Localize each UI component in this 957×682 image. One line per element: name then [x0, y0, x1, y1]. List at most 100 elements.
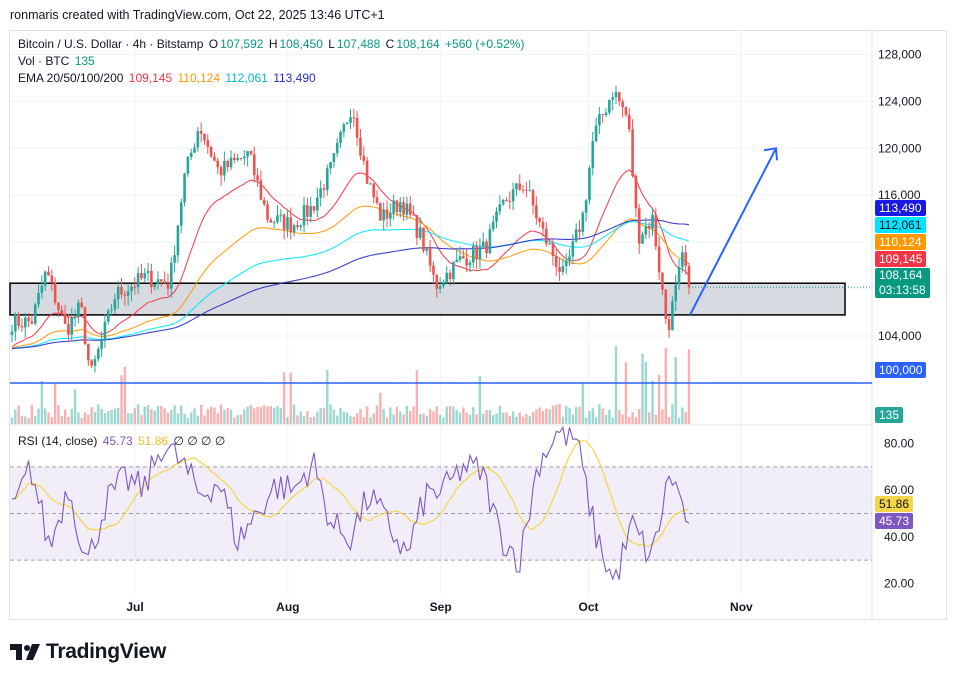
volume-bar: [67, 416, 70, 424]
candle-down: [627, 114, 631, 130]
candle-down: [269, 219, 273, 223]
volume-bar: [266, 406, 269, 424]
candle-up: [671, 301, 674, 331]
volume-bar: [505, 412, 508, 424]
volume-bar: [621, 414, 624, 424]
volume-bar: [488, 410, 492, 424]
candle-up: [193, 147, 196, 153]
volume-bar: [465, 412, 468, 424]
candle-down: [634, 176, 638, 209]
candle-up: [126, 291, 130, 296]
volume-bar: [395, 406, 399, 424]
volume-bar: [73, 389, 77, 424]
candle-down: [120, 286, 123, 295]
volume-bar: [130, 413, 133, 424]
volume-bar: [302, 416, 306, 424]
candle-down: [521, 189, 525, 191]
volume-bar: [153, 410, 156, 424]
volume-bar: [545, 408, 548, 424]
volume-bar: [289, 372, 292, 424]
candle-up: [325, 168, 329, 190]
time-tick-label: Oct: [579, 600, 599, 614]
ema20-value: 109,145: [128, 71, 173, 85]
rsi-ma-badge: 51.86: [875, 496, 914, 512]
volume-bar: [116, 407, 120, 424]
volume-bar: [472, 407, 475, 424]
volume-bar: [309, 417, 312, 424]
volume-bar: [259, 406, 263, 424]
candle-down: [465, 258, 468, 266]
volume-bar: [641, 353, 644, 424]
countdown-value: 03:13:58: [879, 283, 926, 297]
volume-bar: [110, 410, 113, 424]
candle-down: [415, 215, 419, 239]
candle-down: [199, 131, 203, 134]
volume-bar: [588, 410, 591, 424]
volume-bar: [77, 412, 80, 424]
volume-legend[interactable]: Vol · BTC 135: [18, 54, 97, 68]
volume-bar: [594, 417, 598, 424]
candle-up: [40, 285, 44, 294]
volume-bar: [674, 356, 677, 424]
volume-bar: [355, 413, 359, 424]
price-badge: 108,164 03:13:58: [875, 268, 930, 298]
rsi-legend[interactable]: RSI (14, close) 45.73 51.86 ∅ ∅ ∅ ∅: [18, 434, 227, 448]
volume-bar: [316, 411, 319, 424]
volume-bar: [236, 414, 239, 424]
volume-bar: [279, 407, 283, 424]
volume-bar: [193, 408, 196, 424]
candle-down: [123, 294, 127, 296]
candle-up: [584, 200, 588, 213]
candle-up: [10, 331, 14, 335]
volume-bar: [229, 409, 233, 424]
candle-up: [382, 209, 385, 221]
volume-bar: [329, 404, 332, 424]
volume-bar: [405, 405, 409, 424]
candle-up: [445, 272, 449, 283]
volume-bar: [336, 415, 339, 424]
candle-up: [106, 310, 110, 322]
volume-bar: [664, 347, 667, 424]
candle-down: [359, 137, 362, 156]
ema-label: EMA 20/50/100/200: [18, 71, 124, 85]
candle-up: [342, 124, 346, 132]
candle-down: [312, 206, 316, 211]
volume-bar: [608, 410, 611, 424]
candle-down: [216, 160, 220, 168]
candle-down: [90, 360, 93, 366]
price-badge-value: 108,164: [879, 268, 923, 282]
volume-bar: [458, 412, 462, 424]
volume-bar: [654, 414, 658, 424]
time-tick-label: Aug: [276, 600, 299, 614]
ema100-value: 112,061: [225, 71, 268, 85]
volume-bar: [518, 412, 521, 424]
ema-legend[interactable]: EMA 20/50/100/200 109,145 110,124 112,06…: [18, 71, 318, 85]
rsi-value: 45.73: [102, 434, 133, 448]
candle-up: [498, 204, 502, 212]
candle-down: [206, 140, 210, 148]
volume-bar: [296, 415, 299, 424]
low-value: 107,488: [336, 37, 381, 51]
candle-down: [435, 274, 439, 289]
volume-bar: [24, 416, 27, 424]
candle-up: [73, 316, 77, 318]
candle-down: [684, 252, 687, 266]
candle-up: [316, 197, 319, 211]
volume-bar: [50, 417, 54, 424]
candle-down: [63, 313, 67, 324]
candle-up: [176, 225, 180, 256]
tradingview-logo[interactable]: TradingView: [10, 640, 166, 664]
volume-bar: [581, 382, 585, 424]
volume-bar: [614, 346, 618, 424]
candle-up: [93, 359, 97, 366]
candle-down: [20, 325, 24, 328]
volume-bar: [667, 416, 671, 424]
candle-up: [574, 229, 578, 242]
candle-up: [511, 189, 515, 202]
volume-bar: [462, 407, 465, 424]
candle-down: [544, 228, 548, 244]
candle-down: [475, 245, 478, 259]
candle-down: [306, 205, 309, 217]
